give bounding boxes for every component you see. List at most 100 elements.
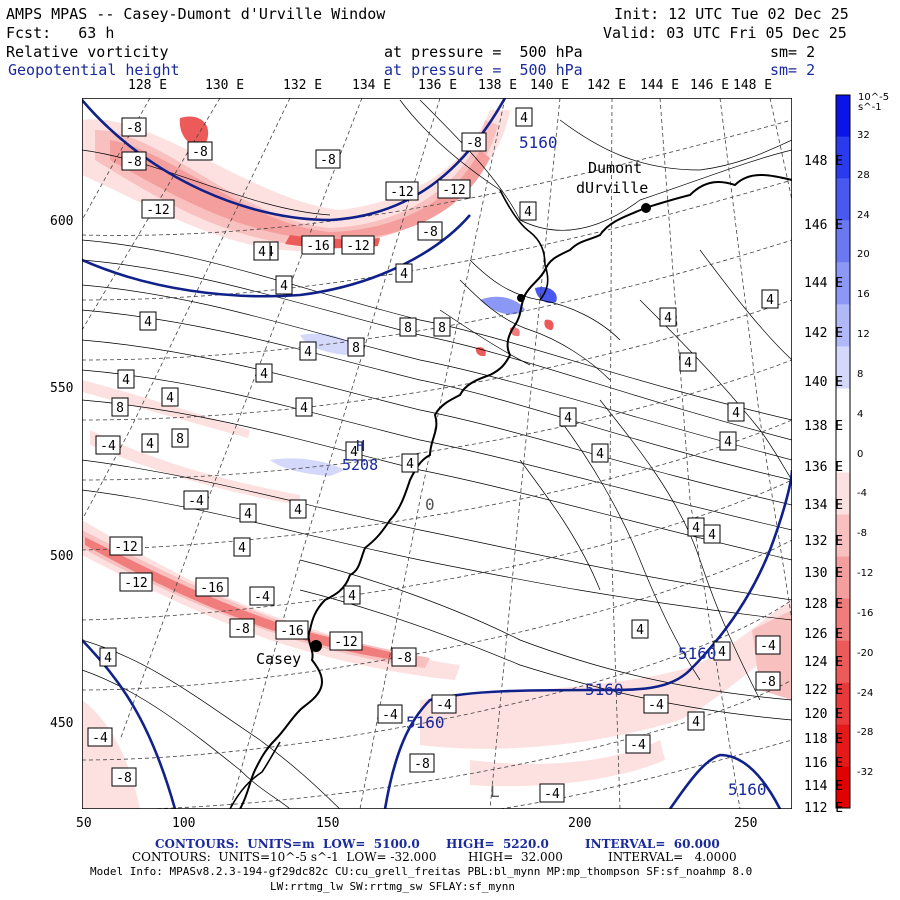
- contour-label: 4: [401, 453, 419, 473]
- longitude-label-top: 130 E: [205, 78, 245, 93]
- contour-label: -12: [109, 536, 143, 556]
- latlon-grid: [82, 98, 792, 809]
- height-label: 5160: [728, 780, 767, 799]
- vorticity-contour-info: CONTOURS: UNITS=10^-5 s^-1 LOW= -32.000: [132, 850, 437, 864]
- casey-marker[interactable]: [310, 640, 322, 652]
- longitude-label-top: 134 E: [352, 78, 392, 93]
- model-info-2: LW:rrtmg_lw SW:rrtmg_sw SFLAY:sf_mynn: [270, 880, 516, 893]
- svg-text:-12: -12: [442, 183, 465, 198]
- colorbar-tick-label: -4: [857, 488, 867, 500]
- colorbar-tick-label: 12: [857, 329, 870, 341]
- contour-label: 4: [99, 647, 117, 667]
- contour-label: -8: [391, 647, 417, 667]
- svg-text:4: 4: [684, 356, 692, 371]
- longitude-label-right: 146 E: [804, 218, 844, 233]
- colorbar-swatch: [836, 136, 850, 179]
- contour-label: 4: [719, 431, 737, 451]
- colorbar-swatch: [836, 430, 850, 473]
- contour-label: -4: [539, 783, 565, 803]
- contour-label: 4: [631, 619, 649, 639]
- contour-label: 4: [299, 341, 317, 361]
- x-tick-label: 200: [568, 816, 592, 831]
- svg-text:4: 4: [718, 645, 726, 660]
- svg-text:4: 4: [692, 521, 700, 536]
- longitude-label-top: 128 E: [128, 78, 168, 93]
- contour-label: -8: [417, 221, 443, 241]
- svg-text:4: 4: [406, 457, 414, 472]
- svg-text:-12: -12: [114, 540, 137, 555]
- dumont-durville-marker[interactable]: [641, 203, 651, 213]
- longitude-label-top: 146 E: [690, 78, 730, 93]
- longitude-label-right: 124 E: [804, 655, 844, 670]
- svg-text:8: 8: [438, 321, 446, 336]
- longitude-label-right: 118 E: [804, 732, 844, 747]
- svg-text:-12: -12: [390, 185, 413, 200]
- contour-label: 4: [679, 352, 697, 372]
- colorbar-swatch: [836, 346, 850, 389]
- valid-time: Valid: 03 UTC Fri 05 Dec 25: [603, 24, 847, 42]
- svg-text:8: 8: [352, 341, 360, 356]
- contour-label: -4: [431, 694, 457, 714]
- svg-text:-8: -8: [126, 155, 142, 170]
- height-label: 5208: [342, 456, 379, 474]
- contour-label: 4: [117, 369, 135, 389]
- contour-label: -12: [341, 235, 375, 255]
- svg-text:-8: -8: [320, 153, 336, 168]
- contour-label: 4: [559, 407, 577, 427]
- contour-label: 4: [139, 311, 157, 331]
- contour-label: -4: [643, 694, 669, 714]
- svg-text:4: 4: [708, 528, 716, 543]
- longitude-label-top: 148 E: [733, 78, 773, 93]
- longitude-label-right: 120 E: [804, 707, 844, 722]
- svg-text:-4: -4: [100, 439, 116, 454]
- colorbar-tick-label: -20: [857, 647, 874, 659]
- contour-label: 8: [111, 397, 129, 417]
- coastline-west: [229, 741, 281, 809]
- svg-text:8: 8: [176, 432, 184, 447]
- svg-text:4: 4: [144, 315, 152, 330]
- coastline-inland: [499, 189, 549, 301]
- colorbar-swatch: [836, 472, 850, 515]
- longitude-label-right: 114 E: [804, 779, 844, 794]
- svg-text:4: 4: [636, 623, 644, 638]
- svg-text:4: 4: [294, 503, 302, 518]
- longitude-label-right: 134 E: [804, 498, 844, 513]
- colorbar-tick-label: -24: [857, 687, 874, 699]
- colorbar-swatch: [836, 766, 850, 808]
- longitude-label-right: 140 E: [804, 375, 844, 390]
- station-label-dumont: Dumont: [588, 159, 643, 177]
- svg-text:-16: -16: [306, 239, 329, 254]
- contour-label: -16: [301, 235, 335, 255]
- longitude-label-top: 140 E: [530, 78, 570, 93]
- zero-label: 0: [425, 495, 435, 514]
- longitude-label-right: 122 E: [804, 683, 844, 698]
- contour-label: 4: [687, 517, 705, 537]
- svg-text:-12: -12: [146, 203, 169, 218]
- contour-label: 4: [161, 387, 179, 407]
- colorbar-tick-label: 28: [857, 169, 870, 181]
- model-info: Model Info: MPASv8.2.3-194-gf29dc82c CU:…: [90, 865, 753, 878]
- colorbar-tick-label: 20: [857, 249, 870, 261]
- height-label: 5160: [585, 680, 624, 699]
- svg-text:4: 4: [732, 406, 740, 421]
- svg-text:4: 4: [104, 651, 112, 666]
- contour-label: 4: [275, 275, 293, 295]
- svg-text:-16: -16: [280, 624, 303, 639]
- colorbar-swatch: [836, 724, 850, 767]
- plot-title: AMPS MPAS -- Casey-Dumont d'Urville Wind…: [6, 5, 386, 23]
- vortex-marker: [517, 294, 525, 302]
- svg-text:4: 4: [766, 293, 774, 308]
- coastline: [239, 174, 792, 809]
- svg-text:-16: -16: [200, 581, 223, 596]
- longitude-label-top: 144 E: [640, 78, 680, 93]
- forecast-hour: Fcst: 63 h: [6, 24, 115, 42]
- contour-label: 4: [295, 397, 313, 417]
- colorbar-outline: [835, 94, 851, 809]
- colorbar-tick-label: 0: [857, 448, 864, 460]
- svg-text:4: 4: [258, 245, 266, 260]
- svg-text:-8: -8: [396, 651, 412, 666]
- contour-label: 4: [659, 307, 677, 327]
- y-tick-label: 450: [50, 716, 74, 731]
- contour-label: -12: [141, 199, 175, 219]
